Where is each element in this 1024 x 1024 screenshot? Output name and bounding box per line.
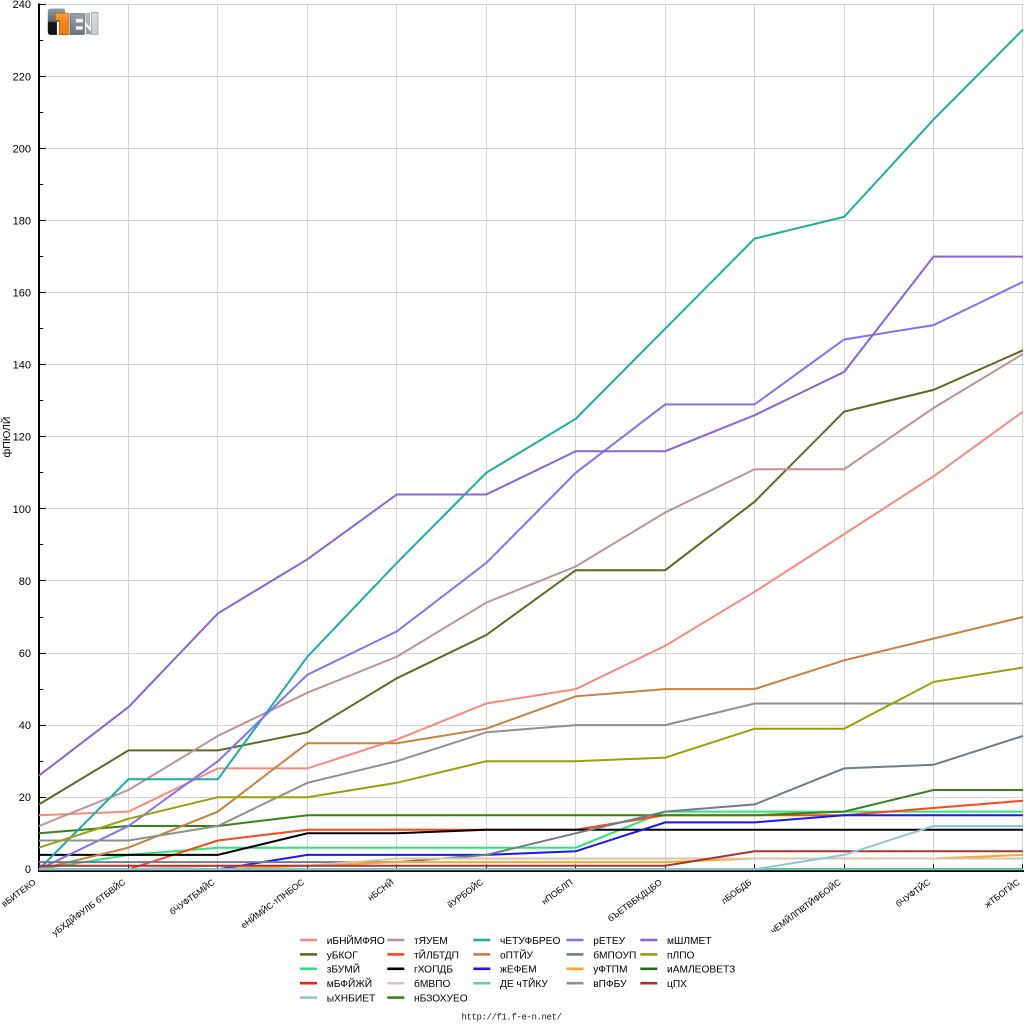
svg-text:80: 80 [19, 576, 31, 588]
svg-text:http://f1.f-e-n.net/: http://f1.f-e-n.net/ [461, 1013, 561, 1023]
svg-text:зБУМЙ: зБУМЙ [327, 963, 360, 976]
svg-text:оПТЙУ: оПТЙУ [500, 948, 534, 961]
svg-text:200: 200 [13, 143, 31, 155]
svg-text:чЕТУФБРЕО: чЕТУФБРЕО [500, 936, 560, 947]
svg-text:20: 20 [19, 792, 31, 804]
svg-text:220: 220 [13, 71, 31, 83]
svg-text:ДЕ чТЙКУ: ДЕ чТЙКУ [500, 977, 548, 990]
svg-text:цПХ: цПХ [667, 979, 687, 990]
svg-text:вПФБУ: вПФБУ [593, 979, 627, 990]
svg-text:фПЮЛЙ: фПЮЛЙ [0, 417, 13, 458]
svg-text:пЛПО: пЛПО [667, 950, 695, 961]
svg-text:120: 120 [13, 432, 31, 444]
svg-text:жЕФЕМ: жЕФЕМ [500, 965, 537, 976]
svg-text:60: 60 [19, 648, 31, 660]
svg-text:40: 40 [19, 720, 31, 732]
svg-text:тЙЛБТДП: тЙЛБТДП [414, 948, 459, 961]
svg-text:уБКОГ: уБКОГ [327, 950, 359, 961]
svg-text:0: 0 [25, 864, 31, 876]
svg-text:мБФЙЖЙ: мБФЙЖЙ [327, 977, 372, 990]
svg-text:рЕТЕУ: рЕТЕУ [593, 936, 625, 947]
svg-text:140: 140 [13, 360, 31, 372]
svg-text:бМПОУП: бМПОУП [593, 949, 636, 961]
svg-text:ыХНБИЕТ: ыХНБИЕТ [327, 994, 376, 1005]
svg-text:160: 160 [13, 288, 31, 300]
svg-text:гХОПДБ: гХОПДБ [414, 965, 453, 976]
svg-text:180: 180 [13, 215, 31, 227]
svg-text:нБЗОХУЕО: нБЗОХУЕО [414, 994, 468, 1005]
svg-text:мШЛМЕТ: мШЛМЕТ [667, 936, 712, 947]
svg-text:100: 100 [13, 504, 31, 516]
svg-text:бМВПО: бМВПО [414, 978, 450, 990]
svg-text:тЯУЕМ: тЯУЕМ [414, 936, 448, 947]
svg-text:уФТПМ: уФТПМ [593, 965, 627, 976]
svg-text:240: 240 [13, 0, 31, 11]
svg-text:иБНЙМФЯО: иБНЙМФЯО [327, 934, 385, 947]
svg-text:иАМЛЕОВЕТЗ: иАМЛЕОВЕТЗ [667, 965, 735, 976]
